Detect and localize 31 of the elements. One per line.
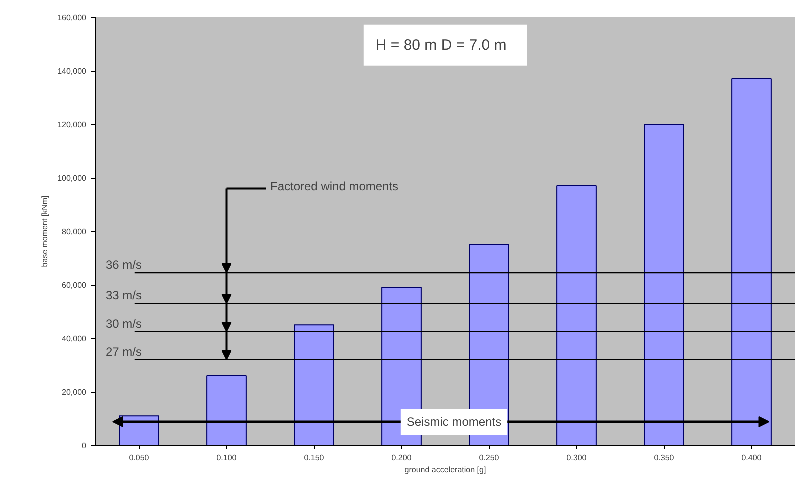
x-axis-title: ground acceleration [g] xyxy=(404,466,486,474)
x-tick-label: 0.150 xyxy=(304,454,325,462)
y-tick-label: 160,000 xyxy=(58,14,88,22)
ref-line-label: 30 m/s xyxy=(106,316,142,331)
x-tick-label: 0.400 xyxy=(742,454,762,462)
bar xyxy=(732,78,772,446)
y-axis-title: base moment [kNm] xyxy=(40,196,50,268)
y-tick-label: 100,000 xyxy=(58,174,88,183)
bar xyxy=(644,124,684,446)
bar xyxy=(206,375,247,446)
ref-line-label: 27 m/s xyxy=(106,344,142,359)
annotation: H = 80 m D = 7.0 m xyxy=(376,36,507,54)
y-tick-label: 20,000 xyxy=(62,388,88,397)
x-tick-label: 0.350 xyxy=(654,454,675,462)
x-tick-label: 0.300 xyxy=(566,454,588,462)
x-tick-label: 0.100 xyxy=(216,454,238,462)
annotation: Factored wind moments xyxy=(270,180,399,194)
y-tick-label: 0 xyxy=(82,442,88,450)
x-tick-label: 0.250 xyxy=(479,454,500,462)
y-tick-label: 80,000 xyxy=(62,228,88,236)
ref-line-label: 36 m/s xyxy=(106,258,142,272)
x-tick-label: 0.050 xyxy=(129,454,150,462)
y-tick-label: 60,000 xyxy=(62,281,88,290)
annotation: Seismic moments xyxy=(406,414,502,429)
y-tick-label: 120,000 xyxy=(58,120,88,130)
bar xyxy=(294,324,334,446)
x-tick-label: 0.200 xyxy=(392,454,412,462)
y-tick-label: 140,000 xyxy=(58,67,88,76)
y-tick-label: 40,000 xyxy=(62,334,88,344)
bar xyxy=(556,186,597,446)
ref-line-label: 33 m/s xyxy=(106,288,142,303)
